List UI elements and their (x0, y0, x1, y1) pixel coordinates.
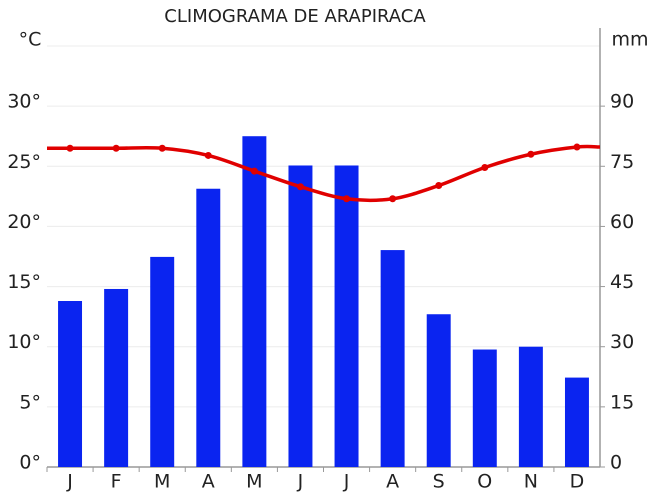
temperature-point (296, 183, 304, 191)
bar (472, 349, 497, 467)
bar (150, 256, 175, 467)
y2-tick-label: 60 (610, 211, 634, 233)
x-tick-label: D (570, 471, 585, 493)
y2-tick-label: 30 (610, 331, 634, 353)
y-tick-label: 15° (7, 271, 41, 293)
temperature-point (435, 182, 443, 190)
x-tick-label: J (66, 471, 73, 493)
y2-tick-label: 15 (610, 391, 634, 413)
temperature-point (250, 167, 258, 175)
y-tick-label: 30° (7, 91, 41, 113)
bar (104, 288, 129, 467)
x-tick-label: F (111, 471, 122, 493)
x-tick-label: A (202, 471, 215, 493)
bar (242, 136, 267, 467)
y-tick-label: 25° (7, 151, 41, 173)
bar (426, 314, 451, 467)
y-tick-label: 20° (7, 211, 41, 233)
bar (564, 377, 589, 467)
y-tick-label: 5° (19, 391, 41, 413)
temperature-point (573, 143, 581, 151)
y2-axis-label: mm (611, 29, 648, 51)
x-tick-label: A (386, 471, 399, 493)
temperature-point (158, 144, 166, 152)
y2-tick-label: 45 (610, 271, 634, 293)
bar (58, 301, 83, 467)
bar (334, 165, 359, 467)
temperature-point (481, 163, 489, 171)
chart-title: CLIMOGRAMA DE ARAPIRACA (164, 6, 426, 27)
bar (196, 188, 221, 467)
y-axis-label: °C (19, 29, 42, 51)
bar (518, 346, 543, 467)
temperature-line (47, 144, 601, 203)
x-tick-label: N (524, 471, 538, 493)
x-tick-label: O (477, 471, 492, 493)
x-tick-label: S (433, 471, 445, 493)
x-tick-label: J (343, 471, 350, 493)
temperature-point (66, 144, 74, 152)
y-tick-label: 0° (19, 452, 41, 474)
x-tick-label: M (154, 471, 170, 493)
bar (288, 165, 313, 467)
temperature-point (527, 150, 535, 158)
temperature-point (204, 151, 212, 159)
y2-tick-label: 90 (610, 91, 634, 113)
bar (380, 250, 405, 467)
temperature-point (343, 195, 351, 203)
x-tick-label: J (297, 471, 304, 493)
y2-tick-label: 0 (610, 452, 622, 474)
temperature-point (112, 144, 120, 152)
temperature-point (389, 195, 397, 203)
x-tick-label: M (246, 471, 262, 493)
y-tick-label: 10° (7, 331, 41, 353)
y2-tick-label: 75 (610, 151, 634, 173)
